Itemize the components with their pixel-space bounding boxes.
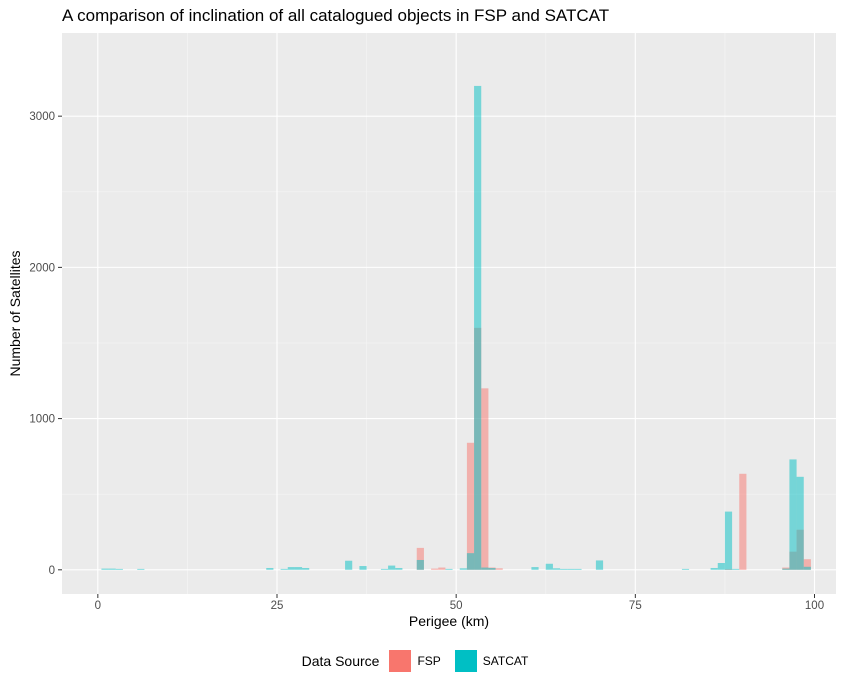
satcat-bar <box>388 565 396 570</box>
satcat-bar <box>782 568 790 570</box>
satcat-bar <box>574 568 582 570</box>
y-axis-title: Number of Satellites <box>7 250 23 376</box>
fsp-bar <box>431 568 439 570</box>
satcat-bar <box>474 85 482 570</box>
satcat-bar <box>681 568 690 570</box>
fsp-bar <box>481 388 489 570</box>
satcat-bar <box>115 568 123 570</box>
satcat-bar <box>459 568 467 570</box>
satcat-bar <box>287 567 295 570</box>
satcat-bar <box>466 553 475 570</box>
satcat-bar <box>717 563 725 570</box>
y-tick-label: 0 <box>49 565 55 577</box>
legend-title: Data Source <box>301 653 380 669</box>
satcat-bar <box>345 560 353 570</box>
fsp-bar <box>495 568 503 570</box>
y-tick-label: 1000 <box>29 414 55 426</box>
satcat-bar <box>724 511 733 570</box>
x-tick-label: 0 <box>95 600 101 612</box>
satcat-bar <box>488 567 496 570</box>
satcat-bar <box>803 566 811 570</box>
minor-gridlines <box>62 33 836 594</box>
satcat-bar <box>560 568 568 570</box>
satcat-bars <box>101 85 811 570</box>
satcat-bar <box>710 567 718 570</box>
satcat-bar <box>552 568 561 570</box>
chart-title: A comparison of inclination of all catal… <box>62 6 610 25</box>
fsp-bar <box>438 567 446 570</box>
satcat-bar <box>108 568 116 570</box>
x-axis-title: Perigee (km) <box>409 613 489 629</box>
satcat-bar <box>796 476 804 570</box>
legend-key-satcat <box>454 650 477 672</box>
satcat-bar <box>359 566 367 570</box>
fsp-bar <box>803 559 811 570</box>
satcat-bar <box>395 567 403 570</box>
satcat-bar <box>481 567 489 570</box>
legend-label-fsp: FSP <box>417 654 441 668</box>
x-axis: 0 25 50 75 100 <box>95 594 824 612</box>
y-axis: 0 1000 2000 3000 <box>29 111 62 577</box>
satcat-bar <box>280 568 288 570</box>
satcat-bar <box>567 568 575 570</box>
legend-label-satcat: SATCAT <box>482 654 529 668</box>
satcat-bar <box>266 567 274 570</box>
satcat-bar <box>101 568 109 570</box>
satcat-bar <box>294 567 303 570</box>
satcat-bar <box>137 568 145 570</box>
satcat-bar <box>302 567 310 570</box>
x-tick-label: 100 <box>805 600 824 612</box>
satcat-bar <box>789 459 797 570</box>
x-tick-label: 75 <box>629 600 642 612</box>
y-tick-label: 2000 <box>29 262 55 274</box>
satcat-bar <box>416 559 424 570</box>
major-gridlines <box>62 33 836 594</box>
satcat-bar <box>732 568 740 570</box>
legend-key-fsp <box>389 650 412 672</box>
fsp-bar <box>466 442 475 570</box>
fsp-bar <box>416 547 424 570</box>
fsp-bar <box>739 473 747 570</box>
satcat-bar <box>445 568 453 570</box>
satcat-bar <box>545 563 553 570</box>
satcat-bar <box>595 560 604 570</box>
x-tick-label: 50 <box>450 600 463 612</box>
satcat-bar <box>531 567 539 570</box>
x-tick-label: 25 <box>271 600 284 612</box>
plot-panel <box>62 33 836 594</box>
satcat-bar <box>380 568 389 570</box>
legend: Data Source FSP SATCAT <box>0 650 844 672</box>
y-tick-label: 3000 <box>29 111 55 123</box>
